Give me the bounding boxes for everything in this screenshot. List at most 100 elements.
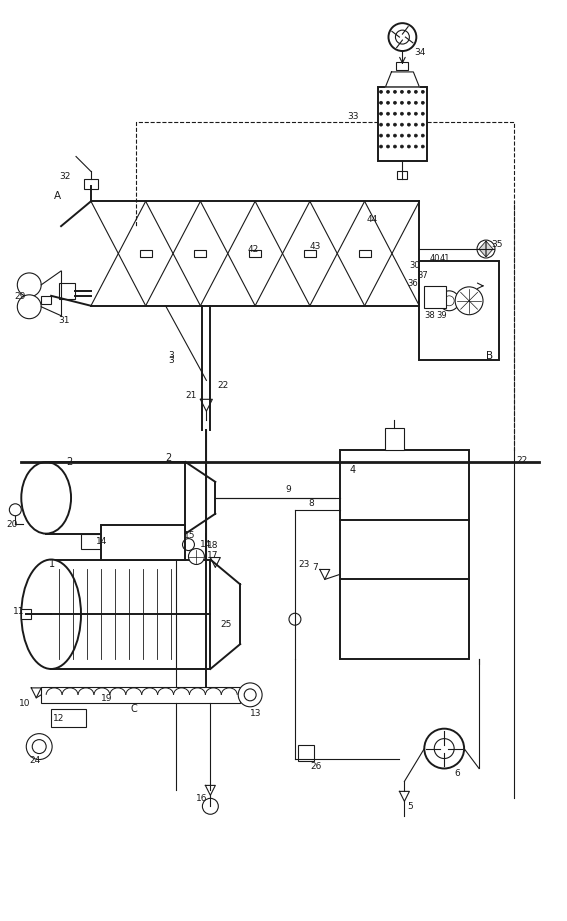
Text: 7: 7 bbox=[312, 563, 318, 572]
Text: 22: 22 bbox=[217, 381, 229, 390]
Circle shape bbox=[414, 145, 417, 148]
Text: 23: 23 bbox=[298, 560, 310, 569]
Bar bbox=[84, 180, 98, 190]
Circle shape bbox=[408, 145, 411, 148]
Circle shape bbox=[421, 134, 424, 137]
Circle shape bbox=[18, 295, 41, 319]
Text: 1: 1 bbox=[49, 559, 55, 569]
Bar bbox=[101, 525, 185, 560]
Circle shape bbox=[414, 123, 417, 126]
Circle shape bbox=[434, 739, 454, 759]
Circle shape bbox=[188, 549, 204, 565]
Circle shape bbox=[393, 123, 396, 126]
Circle shape bbox=[421, 112, 424, 115]
Text: 18: 18 bbox=[208, 541, 219, 550]
Bar bbox=[194, 250, 206, 258]
Text: 9: 9 bbox=[285, 485, 291, 495]
Text: 39: 39 bbox=[436, 311, 447, 321]
Circle shape bbox=[421, 123, 424, 126]
Circle shape bbox=[238, 682, 262, 706]
Text: 43: 43 bbox=[310, 241, 321, 251]
Text: B: B bbox=[486, 351, 493, 360]
Circle shape bbox=[387, 123, 390, 126]
Text: 36: 36 bbox=[408, 279, 418, 288]
Circle shape bbox=[414, 112, 417, 115]
Text: 11: 11 bbox=[14, 607, 25, 616]
Bar bbox=[359, 250, 371, 258]
Circle shape bbox=[388, 23, 416, 51]
Circle shape bbox=[408, 90, 411, 93]
Circle shape bbox=[393, 134, 396, 137]
Ellipse shape bbox=[22, 560, 81, 669]
Text: 13: 13 bbox=[250, 709, 261, 718]
Circle shape bbox=[400, 90, 403, 93]
Bar bbox=[249, 250, 261, 258]
Bar bbox=[22, 610, 31, 619]
Text: 14: 14 bbox=[200, 540, 212, 549]
Bar bbox=[384, 428, 404, 450]
Circle shape bbox=[439, 291, 459, 310]
Text: 19: 19 bbox=[101, 694, 112, 704]
Circle shape bbox=[393, 145, 396, 148]
Circle shape bbox=[408, 101, 411, 104]
Text: 31: 31 bbox=[58, 316, 70, 325]
Text: 15: 15 bbox=[184, 531, 195, 540]
Circle shape bbox=[393, 101, 396, 104]
Circle shape bbox=[379, 90, 383, 93]
Text: 37: 37 bbox=[417, 272, 428, 280]
Bar bbox=[41, 687, 240, 703]
Circle shape bbox=[408, 134, 411, 137]
Circle shape bbox=[455, 286, 483, 315]
Text: 20: 20 bbox=[6, 520, 18, 530]
Bar bbox=[420, 261, 499, 360]
Text: 42: 42 bbox=[247, 245, 259, 253]
Text: 33: 33 bbox=[348, 112, 359, 122]
Bar bbox=[139, 250, 151, 258]
Text: 24: 24 bbox=[29, 756, 40, 765]
Text: 35: 35 bbox=[491, 239, 502, 249]
Circle shape bbox=[477, 240, 495, 258]
Bar bbox=[81, 533, 141, 549]
Bar bbox=[51, 560, 210, 669]
Circle shape bbox=[387, 90, 390, 93]
Circle shape bbox=[400, 123, 403, 126]
Circle shape bbox=[424, 729, 464, 768]
Circle shape bbox=[414, 134, 417, 137]
Text: 3: 3 bbox=[168, 356, 174, 365]
Text: 38: 38 bbox=[424, 311, 435, 321]
Text: 17: 17 bbox=[208, 551, 219, 560]
Circle shape bbox=[387, 134, 390, 137]
Text: 5: 5 bbox=[408, 802, 413, 810]
Text: 6: 6 bbox=[454, 769, 460, 778]
Bar bbox=[51, 709, 86, 727]
Circle shape bbox=[393, 112, 396, 115]
Circle shape bbox=[421, 101, 424, 104]
Text: 34: 34 bbox=[414, 48, 426, 56]
Circle shape bbox=[379, 145, 383, 148]
Circle shape bbox=[26, 734, 52, 760]
Text: 12: 12 bbox=[53, 714, 65, 723]
Circle shape bbox=[414, 101, 417, 104]
Circle shape bbox=[393, 90, 396, 93]
Circle shape bbox=[421, 90, 424, 93]
Text: 10: 10 bbox=[19, 699, 31, 708]
Polygon shape bbox=[479, 241, 486, 257]
Circle shape bbox=[414, 90, 417, 93]
Circle shape bbox=[400, 134, 403, 137]
Circle shape bbox=[379, 134, 383, 137]
Text: 3: 3 bbox=[168, 351, 174, 360]
Text: A: A bbox=[54, 192, 61, 202]
Circle shape bbox=[400, 112, 403, 115]
Text: C: C bbox=[131, 704, 138, 714]
Text: 29: 29 bbox=[14, 292, 26, 301]
Text: 25: 25 bbox=[221, 620, 232, 629]
Text: 22: 22 bbox=[517, 456, 528, 464]
Text: 41: 41 bbox=[439, 254, 450, 263]
Text: 26: 26 bbox=[310, 762, 321, 771]
Text: 2: 2 bbox=[166, 453, 172, 463]
Text: 4: 4 bbox=[350, 465, 356, 475]
Text: 8: 8 bbox=[308, 499, 314, 508]
Text: 40: 40 bbox=[429, 254, 440, 263]
Bar bbox=[41, 296, 51, 304]
Circle shape bbox=[400, 145, 403, 148]
